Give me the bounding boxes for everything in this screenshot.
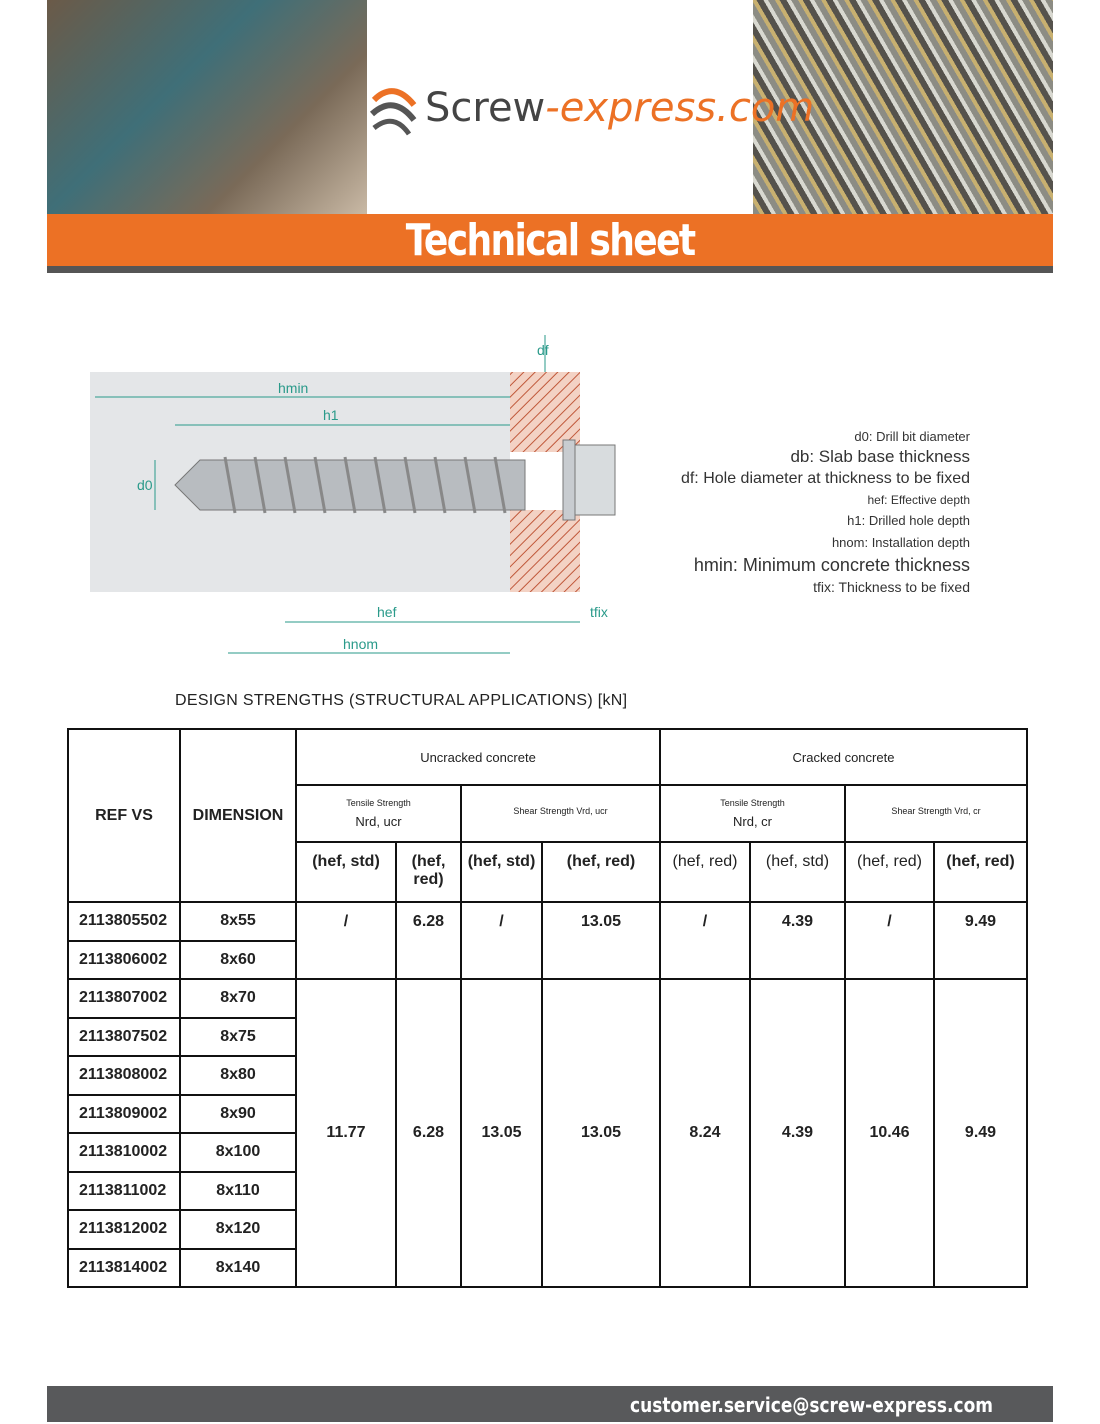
legend-item: h1: Drilled hole depth — [847, 513, 970, 529]
ref-cell: 2113811002 — [67, 1170, 181, 1211]
tfix-label: tfix — [590, 604, 608, 620]
design-strengths-table: REF VS DIMENSION Uncracked concrete Crac… — [67, 728, 1028, 1288]
value-cell: 4.39 — [749, 901, 846, 980]
value-cell: 11.77 — [295, 978, 397, 1288]
ref-cell: 2113805502 — [67, 901, 181, 942]
column-header: (hef, std) — [460, 841, 543, 903]
header-banner: Screw-express.com — [47, 0, 1053, 214]
dimension-header: DIMENSION — [179, 728, 297, 903]
dimension-cell: 8x70 — [179, 978, 297, 1019]
ref-cell: 2113807502 — [67, 1016, 181, 1057]
value-cell: 4.39 — [749, 978, 846, 1288]
column-header: (hef, red) — [395, 841, 462, 903]
dimension-cell: 8x55 — [179, 901, 297, 942]
divider — [47, 266, 1053, 273]
value-cell: 9.49 — [933, 901, 1028, 980]
value-cell: 8.24 — [659, 978, 751, 1288]
screws-photo — [753, 0, 1053, 214]
df-label: df — [537, 342, 549, 358]
logo-domain: -express.com — [545, 85, 815, 131]
hnom-label: hnom — [343, 636, 378, 652]
value-cell: 6.28 — [395, 901, 462, 980]
subheader: Tensile Strength Nrd, ucr — [295, 784, 462, 843]
legend-item: d0: Drill bit diameter — [854, 429, 970, 444]
value-cell: 6.28 — [395, 978, 462, 1288]
logo-swoosh-icon — [369, 88, 417, 136]
legend-item: tfix: Thickness to be fixed — [813, 578, 970, 595]
dimension-cell: 8x120 — [179, 1209, 297, 1250]
footer: customer.service@screw-express.com — [47, 1386, 1053, 1422]
dimension-cell: 8x90 — [179, 1093, 297, 1134]
column-header: (hef, red) — [844, 841, 935, 903]
dimension-cell: 8x75 — [179, 1016, 297, 1057]
value-cell: 13.05 — [541, 978, 661, 1288]
tools-photo — [47, 0, 367, 214]
column-header: (hef, std) — [749, 841, 846, 903]
legend: d0: Drill bit diameter db: Slab base thi… — [681, 428, 970, 597]
section-title: DESIGN STRENGTHS (STRUCTURAL APPLICATION… — [175, 692, 628, 709]
hmin-label: hmin — [278, 380, 308, 396]
table-row: 2113807002 8x70 11.77 6.28 13.05 13.05 8.24 4.3… — [67, 978, 1028, 1288]
column-header: (hef, red) — [933, 841, 1028, 903]
ref-cell: 2113807002 — [67, 978, 181, 1019]
ref-cell: 2113808002 — [67, 1055, 181, 1096]
dimension-cell: 8x60 — [179, 939, 297, 980]
anchor-diagram: hmin h1 hef tfix hnom d0 df — [90, 335, 616, 654]
ref-cell: 2113812002 — [67, 1209, 181, 1250]
table-row: 2113808002 8x80 — [67, 1055, 1027, 1096]
table-row: 2113809002 8x90 — [67, 1093, 1027, 1134]
value-cell: / — [295, 901, 397, 980]
value-cell: / — [659, 901, 751, 980]
legend-item: hef: Effective depth — [867, 493, 970, 508]
subheader: Shear Strength Vrd, ucr — [460, 784, 661, 843]
d0-label: d0 — [137, 477, 153, 493]
logo: Screw-express.com — [369, 80, 814, 136]
legend-item: db: Slab base thickness — [790, 446, 970, 466]
table-row: 2113806002 8x60 — [67, 939, 1027, 980]
value-cell: / — [844, 901, 935, 980]
table-row: 2113811002 8x110 — [67, 1170, 1027, 1211]
ref-header: REF VS — [67, 728, 181, 903]
legend-item: df: Hole diameter at thickness to be fix… — [680, 470, 970, 488]
table-row: 2113810002 8x100 — [67, 1132, 1027, 1173]
table-row: 2113805502 8x55/6.28/13.05/4.39/9.49 — [67, 901, 1028, 980]
page-title: Technical sheet — [47, 214, 1053, 266]
ref-cell: 2113810002 — [67, 1132, 181, 1173]
value-cell: 13.05 — [460, 978, 543, 1288]
value-cell: / — [460, 901, 543, 980]
column-header: (hef, std) — [295, 841, 397, 903]
group-header: Cracked concrete — [659, 728, 1028, 786]
logo-text: Screw — [425, 85, 546, 131]
subheader: Shear Strength Vrd, cr — [844, 784, 1028, 843]
hef-label: hef — [377, 604, 397, 620]
ref-cell: 2113814002 — [67, 1247, 181, 1288]
contact-email[interactable]: customer.service@screw-express.com — [630, 1393, 993, 1417]
dimension-cell: 8x100 — [179, 1132, 297, 1173]
table-row: 2113812002 8x120 — [67, 1209, 1027, 1250]
legend-item: hmin: Minimum concrete thickness — [693, 555, 970, 576]
dimension-cell: 8x140 — [179, 1247, 297, 1288]
column-header: (hef, red) — [659, 841, 751, 903]
value-cell: 9.49 — [933, 978, 1028, 1288]
dimension-cell: 8x110 — [179, 1170, 297, 1211]
group-header: Uncracked concrete — [295, 728, 661, 786]
value-cell: 13.05 — [541, 901, 661, 980]
table-row: 2113814002 8x140 — [67, 1247, 1027, 1288]
subheader: Tensile Strength Nrd, cr — [659, 784, 846, 843]
value-cell: 10.46 — [844, 978, 935, 1288]
ref-cell: 2113809002 — [67, 1093, 181, 1134]
h1-label: h1 — [323, 407, 339, 423]
legend-item: hnom: Installation depth — [831, 534, 970, 550]
table-row: 2113807502 8x75 — [67, 1016, 1027, 1057]
ref-cell: 2113806002 — [67, 939, 181, 980]
dimension-cell: 8x80 — [179, 1055, 297, 1096]
column-header: (hef, red) — [541, 841, 661, 903]
